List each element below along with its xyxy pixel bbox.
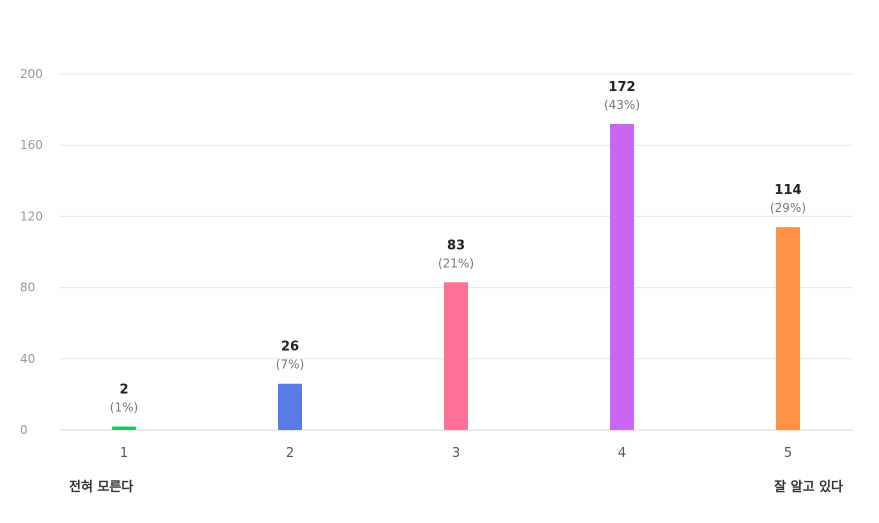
x-tick-label: 1 xyxy=(120,446,128,461)
bar-4 xyxy=(610,123,634,430)
bar-3 xyxy=(444,282,468,430)
x-tick-label: 2 xyxy=(286,446,294,461)
value-label: 26 xyxy=(281,340,299,355)
bar-5 xyxy=(776,227,800,430)
x-axis: 1 2 3 4 5 xyxy=(120,446,792,461)
bar-chart: 0 40 80 120 160 200 2 (1%) 26 (7%) 83 (21%) 172 (43%… xyxy=(20,67,853,461)
bar-2 xyxy=(278,383,302,430)
percent-label: (21%) xyxy=(438,256,474,270)
data-labels: 2 (1%) 26 (7%) 83 (21%) 172 (43%) 114 (29%) xyxy=(110,80,806,415)
percent-label: (1%) xyxy=(110,400,138,414)
percent-label: (7%) xyxy=(276,358,304,372)
y-tick-label: 0 xyxy=(20,423,28,437)
bars xyxy=(112,123,800,430)
scale-max-label: 잘 알고 있다 xyxy=(774,480,843,495)
y-axis: 0 40 80 120 160 200 xyxy=(20,67,43,437)
value-label: 172 xyxy=(608,80,635,95)
value-label: 2 xyxy=(119,382,128,397)
y-tick-label: 160 xyxy=(20,138,43,152)
percent-label: (43%) xyxy=(604,98,640,112)
value-label: 114 xyxy=(774,183,801,198)
y-tick-label: 120 xyxy=(20,209,43,223)
bar-1 xyxy=(112,426,136,430)
x-tick-label: 4 xyxy=(618,446,626,461)
x-tick-label: 5 xyxy=(784,446,792,461)
value-label: 83 xyxy=(447,238,465,253)
x-tick-label: 3 xyxy=(452,446,460,461)
y-tick-label: 200 xyxy=(20,67,43,81)
scale-min-label: 전혀 모른다 xyxy=(69,480,134,495)
y-tick-label: 40 xyxy=(20,352,35,366)
percent-label: (29%) xyxy=(770,201,806,215)
y-tick-label: 80 xyxy=(20,281,35,295)
